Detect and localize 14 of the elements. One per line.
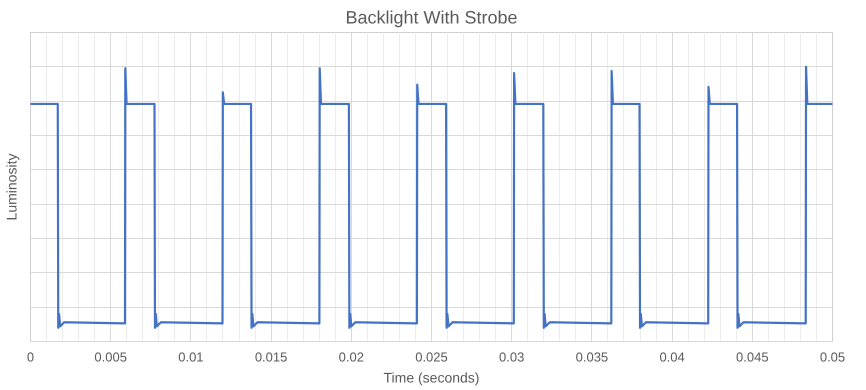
x-tick-label: 0 (26, 350, 34, 364)
x-tick-label: 0.015 (254, 350, 288, 364)
x-tick-label: 0.04 (659, 350, 685, 364)
x-tick-label: 0.01 (178, 350, 204, 364)
x-axis-title: Time (seconds) (384, 370, 480, 386)
x-tick-label: 0.035 (576, 350, 608, 364)
x-tick-label: 0.045 (736, 350, 769, 364)
chart-title: Backlight With Strobe (345, 8, 518, 28)
x-tick-label: 0.005 (94, 350, 127, 364)
x-tick-label: 0.02 (338, 350, 364, 364)
x-tick-label: 0.03 (499, 350, 524, 364)
y-axis-title: Luminosity (4, 154, 20, 220)
x-tick-label: 0.05 (820, 350, 846, 364)
x-tick-label: 0.025 (415, 350, 448, 364)
